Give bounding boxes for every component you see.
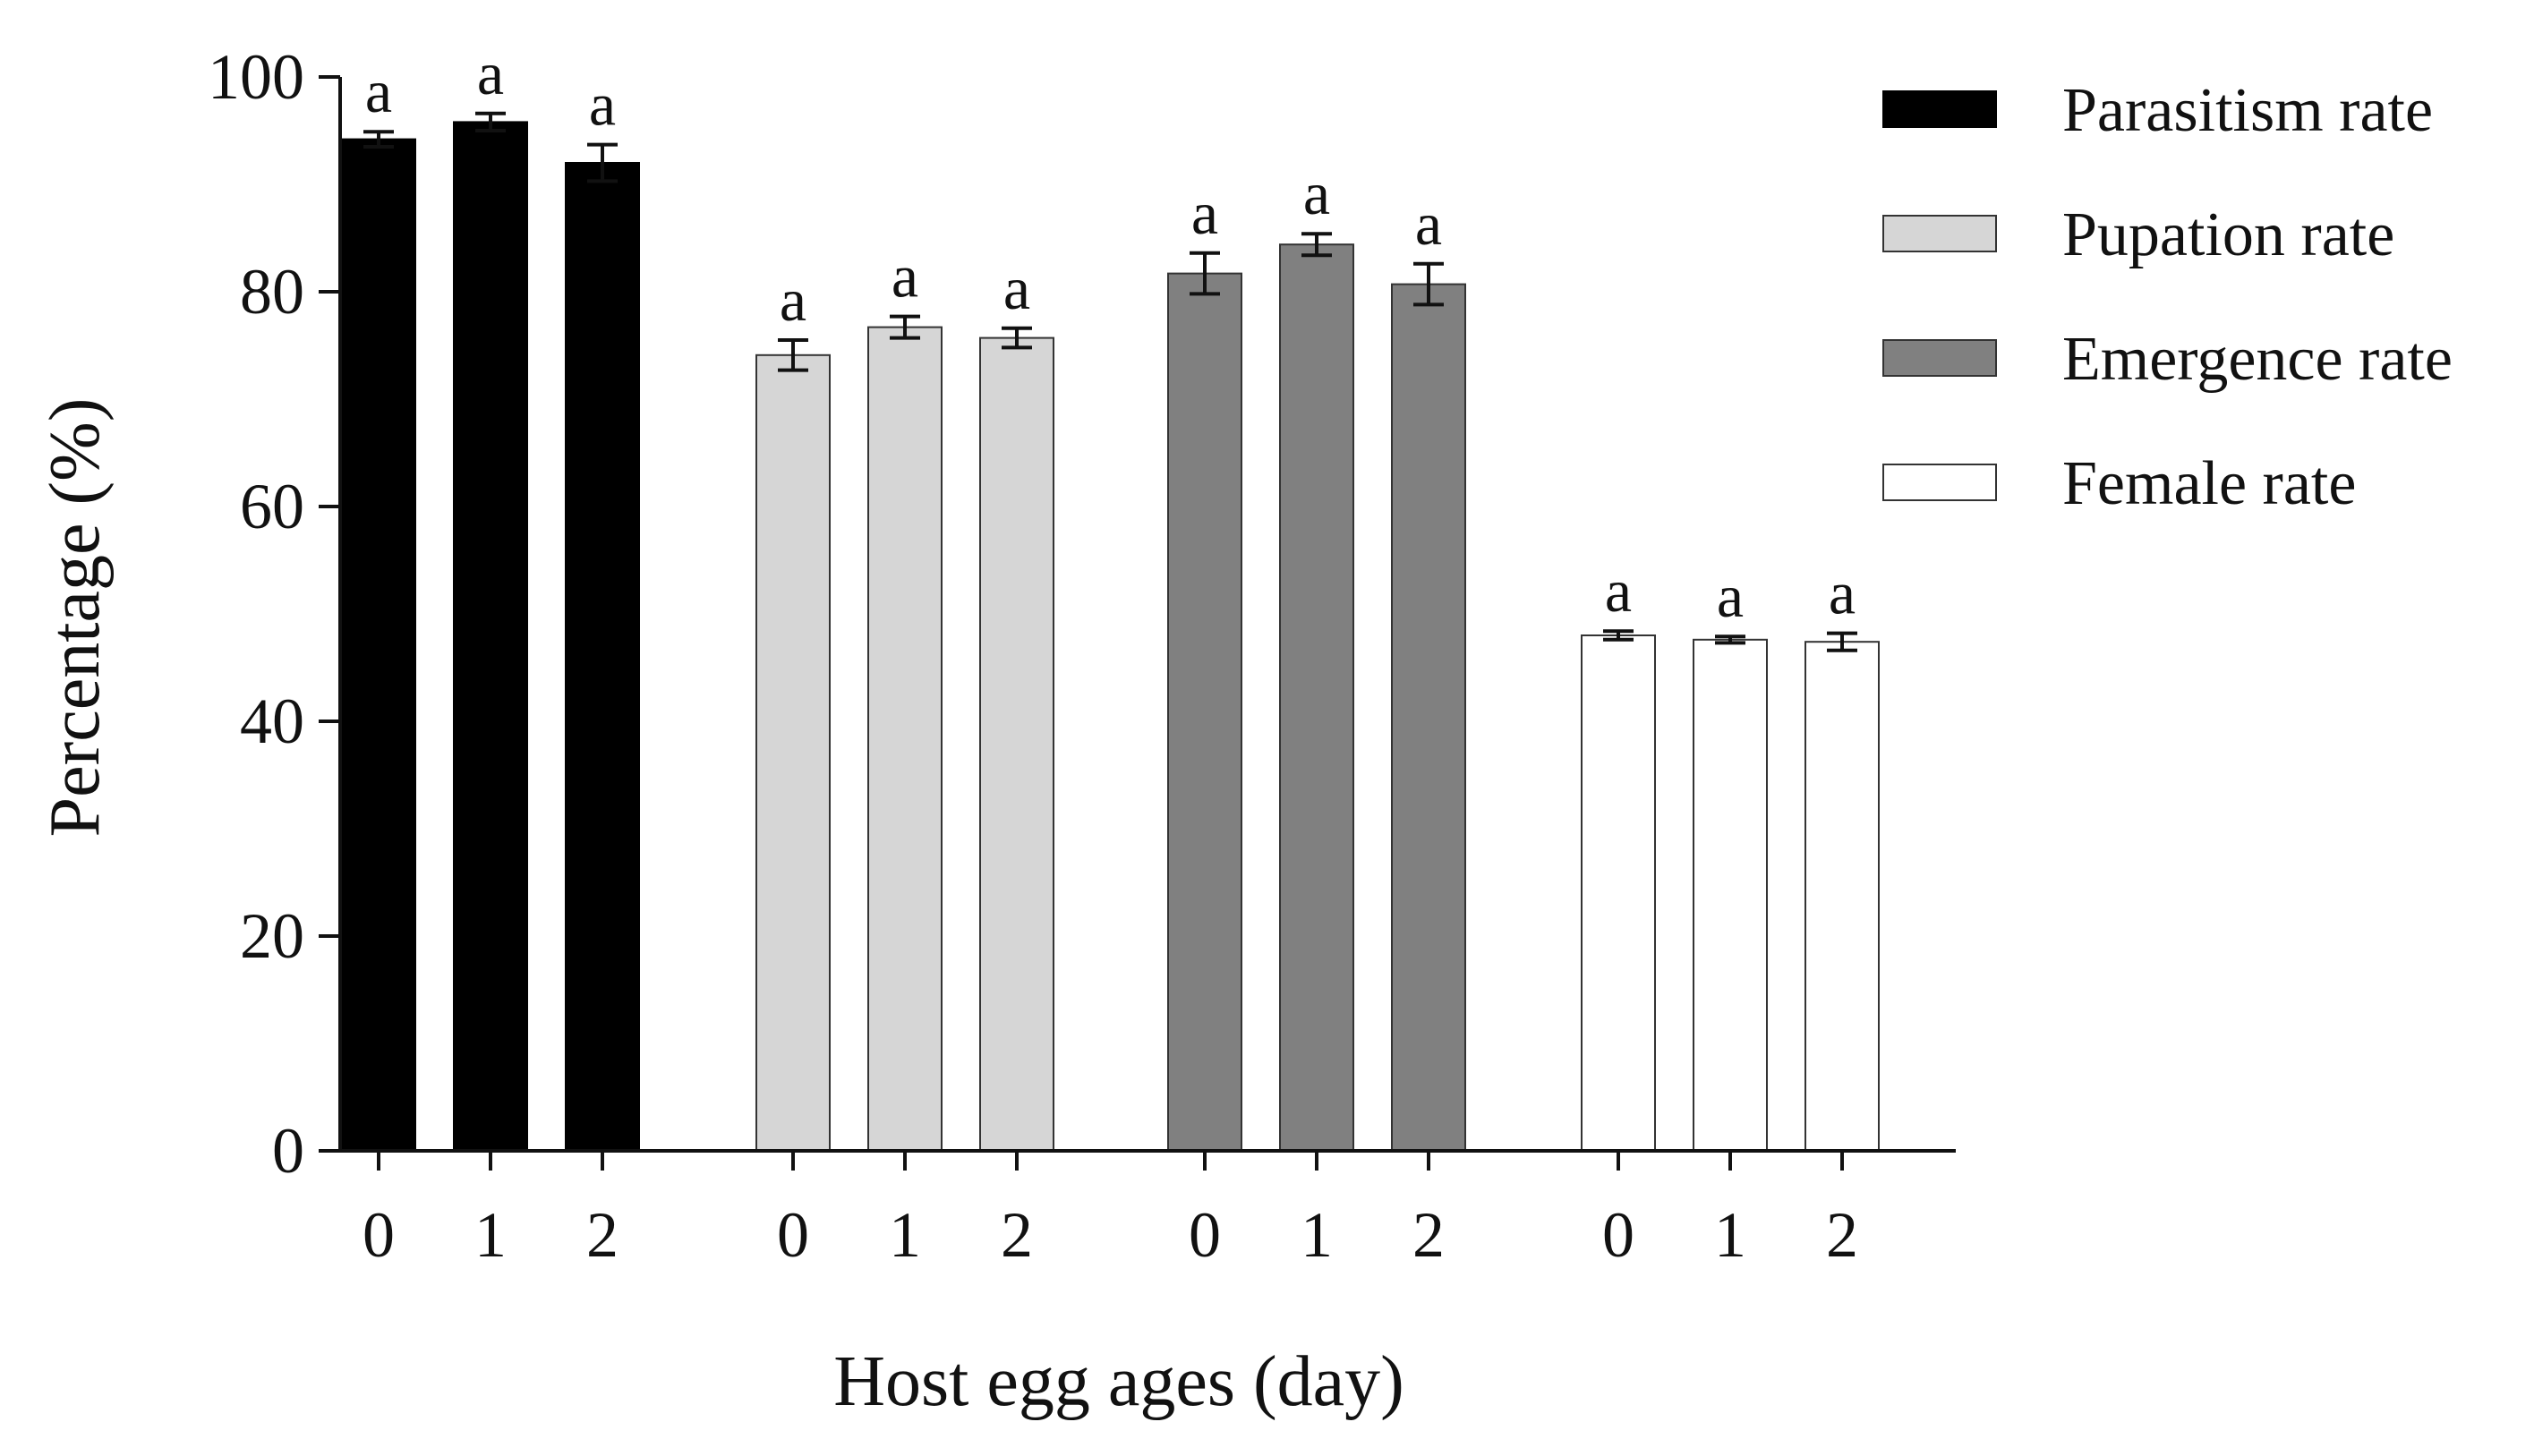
x-tick-label-emergence-rate-0: 0 <box>1189 1199 1221 1271</box>
bar-female-rate-2 <box>1805 641 1880 1152</box>
x-tick-label-emergence-rate-2: 2 <box>1412 1199 1445 1271</box>
significance-label-emergence-rate-1: a <box>1303 159 1330 227</box>
x-tick-label-parasitism-rate-1: 1 <box>474 1199 507 1271</box>
bar-female-rate-1 <box>1693 638 1768 1152</box>
legend-label-emergence-rate: Emergence rate <box>2062 325 2453 394</box>
bar-pupation-rate-1 <box>867 326 943 1153</box>
significance-label-female-rate-0: a <box>1605 557 1632 625</box>
y-tick-label-40: 40 <box>240 685 304 757</box>
axis-titles: Percentage (%) Host egg ages (day) <box>36 398 1404 1421</box>
significance-label-pupation-rate-1: a <box>892 243 918 311</box>
x-tick-label-female-rate-1: 1 <box>1714 1199 1746 1271</box>
bar-parasitism-rate-1 <box>453 121 528 1152</box>
y-tick-label-0: 0 <box>272 1115 304 1187</box>
plot-area: a a a a a a a a a a a a <box>341 39 1880 1153</box>
bar-emergence-rate-2 <box>1391 283 1466 1153</box>
significance-label-female-rate-2: a <box>1829 559 1856 627</box>
x-tick-label-pupation-rate-2: 2 <box>1001 1199 1033 1271</box>
y-axis-title: Percentage (%) <box>36 398 115 838</box>
significance-label-parasitism-rate-1: a <box>477 39 504 107</box>
bar-pupation-rate-2 <box>979 336 1054 1153</box>
significance-label-parasitism-rate-0: a <box>365 57 392 125</box>
y-tick-label-20: 20 <box>240 900 304 972</box>
legend-swatch-pupation-rate <box>1882 215 1997 252</box>
legend: Parasitism rate Pupation rate Emergence ra… <box>1882 76 2453 518</box>
legend-swatch-female-rate <box>1882 464 1997 501</box>
significance-label-pupation-rate-2: a <box>1003 254 1030 322</box>
bar-female-rate-0 <box>1581 634 1656 1152</box>
bar-parasitism-rate-0 <box>341 138 416 1153</box>
x-tick-label-pupation-rate-0: 0 <box>777 1199 809 1271</box>
bar-emergence-rate-0 <box>1167 272 1242 1153</box>
legend-label-pupation-rate: Pupation rate <box>2062 200 2394 269</box>
significance-label-pupation-rate-0: a <box>780 266 806 334</box>
bar-parasitism-rate-2 <box>565 162 640 1152</box>
legend-label-parasitism-rate: Parasitism rate <box>2062 76 2433 145</box>
significance-label-emergence-rate-2: a <box>1415 190 1442 258</box>
x-tick-label-parasitism-rate-2: 2 <box>586 1199 619 1271</box>
y-tick-label-100: 100 <box>208 41 304 113</box>
x-axis-title: Host egg ages (day) <box>833 1342 1404 1421</box>
bar-pupation-rate-0 <box>755 353 831 1152</box>
legend-label-female-rate: Female rate <box>2062 449 2356 518</box>
y-tick-label-80: 80 <box>240 256 304 328</box>
x-tick-label-female-rate-0: 0 <box>1602 1199 1634 1271</box>
legend-swatch-emergence-rate <box>1882 339 1997 377</box>
bar-emergence-rate-1 <box>1279 243 1354 1152</box>
x-tick-label-pupation-rate-1: 1 <box>889 1199 921 1271</box>
significance-label-emergence-rate-0: a <box>1191 179 1218 247</box>
x-tick-label-parasitism-rate-0: 0 <box>363 1199 395 1271</box>
x-tick-label-female-rate-2: 2 <box>1826 1199 1858 1271</box>
legend-swatch-parasitism-rate <box>1882 90 1997 128</box>
y-tick-label-60: 60 <box>240 471 304 542</box>
significance-label-parasitism-rate-2: a <box>589 71 616 139</box>
significance-label-female-rate-1: a <box>1717 562 1744 630</box>
x-tick-label-emergence-rate-1: 1 <box>1301 1199 1333 1271</box>
